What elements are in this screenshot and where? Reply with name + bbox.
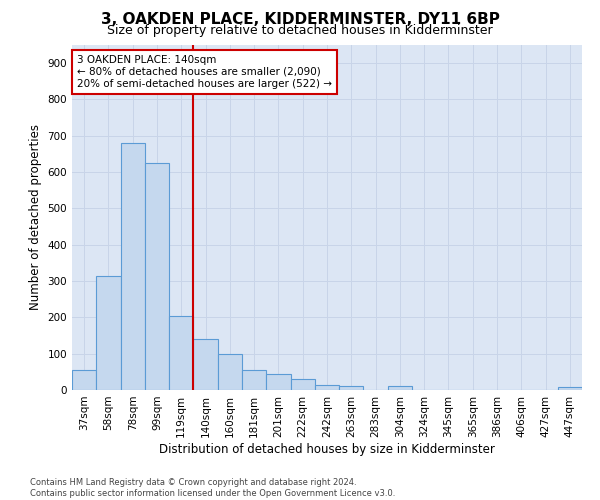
- Bar: [121, 143, 145, 390]
- Bar: [315, 384, 339, 390]
- Text: 3 OAKDEN PLACE: 140sqm
← 80% of detached houses are smaller (2,090)
20% of semi-: 3 OAKDEN PLACE: 140sqm ← 80% of detached…: [77, 56, 332, 88]
- Bar: [388, 386, 412, 390]
- Bar: [290, 379, 315, 390]
- Bar: [145, 163, 169, 390]
- Text: Size of property relative to detached houses in Kidderminster: Size of property relative to detached ho…: [107, 24, 493, 37]
- Bar: [339, 386, 364, 390]
- Bar: [242, 370, 266, 390]
- Text: 3, OAKDEN PLACE, KIDDERMINSTER, DY11 6BP: 3, OAKDEN PLACE, KIDDERMINSTER, DY11 6BP: [101, 12, 499, 28]
- Bar: [72, 370, 96, 390]
- Bar: [218, 354, 242, 390]
- X-axis label: Distribution of detached houses by size in Kidderminster: Distribution of detached houses by size …: [159, 442, 495, 456]
- Text: Contains HM Land Registry data © Crown copyright and database right 2024.
Contai: Contains HM Land Registry data © Crown c…: [30, 478, 395, 498]
- Y-axis label: Number of detached properties: Number of detached properties: [29, 124, 42, 310]
- Bar: [96, 276, 121, 390]
- Bar: [169, 316, 193, 390]
- Bar: [558, 387, 582, 390]
- Bar: [266, 374, 290, 390]
- Bar: [193, 339, 218, 390]
